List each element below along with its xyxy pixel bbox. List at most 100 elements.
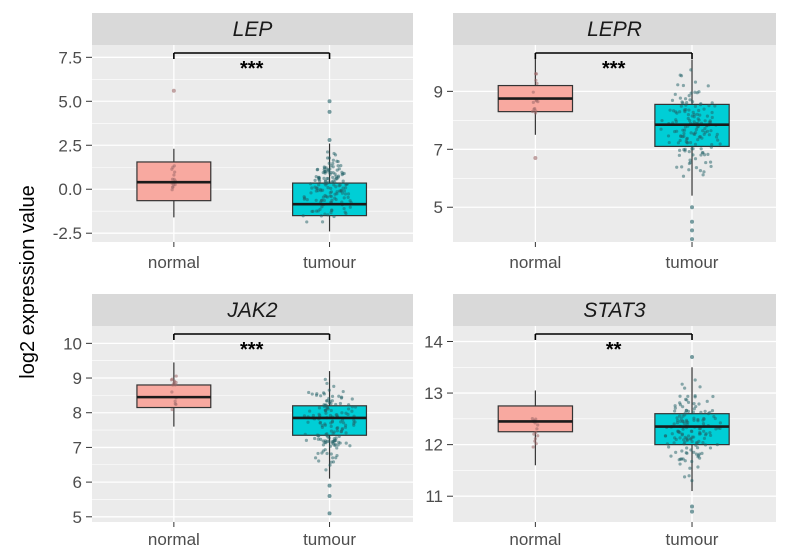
y-tick-label: 6 <box>73 473 82 492</box>
data-point <box>705 399 709 403</box>
data-point <box>709 164 713 169</box>
data-point <box>688 141 693 145</box>
data-point <box>324 179 328 183</box>
data-point <box>668 108 672 112</box>
x-tick-label: normal <box>148 253 200 272</box>
data-point <box>678 457 683 461</box>
data-point <box>697 108 701 113</box>
data-point <box>690 459 694 464</box>
x-tick-label: normal <box>509 253 561 272</box>
outlier-point <box>171 88 176 93</box>
data-point <box>711 394 715 399</box>
data-point <box>534 99 538 103</box>
data-point <box>678 110 682 114</box>
y-tick-label: 8 <box>73 404 82 423</box>
data-point <box>318 421 322 425</box>
outlier-point <box>327 99 332 104</box>
data-point <box>340 395 344 399</box>
data-point <box>341 389 345 394</box>
data-point <box>171 185 175 189</box>
data-point <box>683 386 687 390</box>
data-point <box>328 194 332 198</box>
data-point <box>689 429 694 433</box>
data-point <box>697 135 702 139</box>
outlier-point <box>690 228 695 233</box>
data-point <box>307 390 311 395</box>
data-point <box>534 442 538 446</box>
data-point <box>343 210 347 214</box>
data-point <box>331 456 335 460</box>
data-point <box>702 107 706 111</box>
data-point <box>709 129 713 133</box>
data-point <box>675 129 679 133</box>
data-point <box>173 170 177 174</box>
data-point <box>683 97 688 101</box>
data-point <box>685 446 689 450</box>
data-point <box>337 394 341 398</box>
y-tick-label: 7 <box>73 438 82 457</box>
data-point <box>682 128 687 132</box>
y-tick-label: 7.5 <box>58 48 82 67</box>
x-tick-label: tumour <box>303 253 356 272</box>
data-point <box>324 411 328 415</box>
data-point <box>681 405 685 409</box>
data-point <box>686 409 691 413</box>
data-point <box>696 453 701 458</box>
data-point <box>327 388 331 392</box>
data-point <box>679 104 683 108</box>
data-point <box>688 466 692 470</box>
data-point <box>325 156 330 160</box>
data-point <box>330 198 334 202</box>
data-point <box>317 459 321 463</box>
outlier-point <box>327 483 332 488</box>
data-point <box>692 450 696 454</box>
data-point <box>326 186 330 190</box>
data-point <box>685 438 689 442</box>
data-point <box>701 441 705 445</box>
data-point <box>707 133 711 137</box>
data-point <box>313 456 318 460</box>
facet-strip <box>453 13 776 45</box>
data-point <box>331 175 335 180</box>
data-point <box>698 432 702 436</box>
data-point <box>684 139 688 144</box>
data-point <box>687 108 691 112</box>
data-point <box>703 130 707 134</box>
data-point <box>531 445 535 449</box>
data-point <box>706 412 711 416</box>
data-point <box>174 380 178 385</box>
data-point <box>170 167 174 171</box>
box-normal <box>497 390 574 466</box>
data-point <box>328 172 332 176</box>
facet-title: JAK2 <box>226 299 278 322</box>
data-point <box>670 432 674 436</box>
data-point <box>695 446 700 450</box>
data-point <box>344 441 348 445</box>
y-tick-label: 9 <box>434 82 443 101</box>
data-point <box>678 148 682 152</box>
data-point <box>676 141 680 145</box>
y-tick-label: 5.0 <box>58 92 82 111</box>
data-point <box>674 437 678 442</box>
x-tick-label: tumour <box>303 530 356 549</box>
data-point <box>338 183 342 187</box>
data-point <box>697 439 701 443</box>
data-point <box>320 188 325 192</box>
data-point <box>685 398 689 402</box>
data-point <box>173 399 177 403</box>
data-point <box>716 138 720 142</box>
data-point <box>344 431 348 435</box>
data-point <box>675 421 680 425</box>
data-point <box>310 186 314 190</box>
data-point <box>308 182 313 186</box>
data-point <box>679 134 683 139</box>
data-point <box>700 451 704 455</box>
data-point <box>350 405 354 409</box>
data-point <box>317 406 322 410</box>
outlier-point <box>327 493 332 498</box>
data-point <box>690 100 695 104</box>
data-point <box>686 400 691 405</box>
data-point <box>533 437 538 441</box>
data-point <box>678 419 683 423</box>
